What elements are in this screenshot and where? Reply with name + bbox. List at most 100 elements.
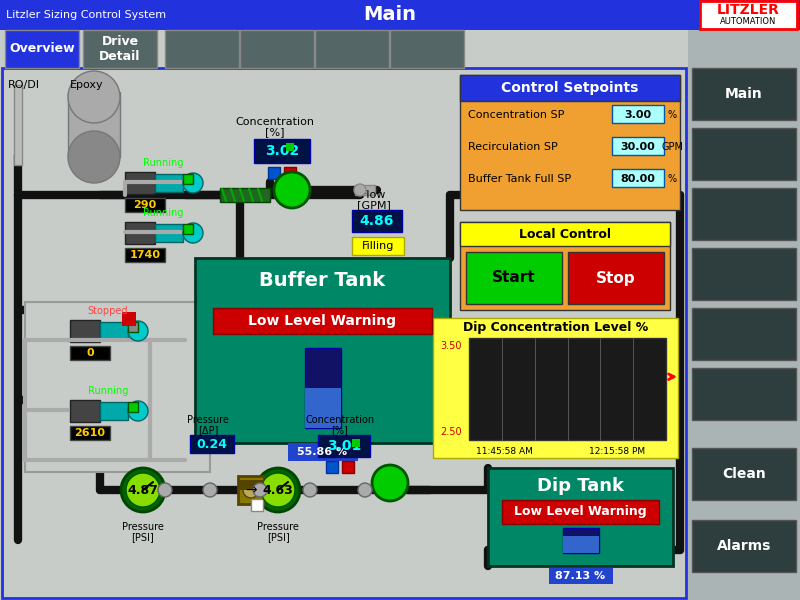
Circle shape: [121, 468, 165, 512]
Text: Main: Main: [725, 87, 763, 101]
Bar: [251, 499, 263, 511]
Bar: [238, 476, 264, 504]
Bar: [68, 92, 120, 157]
Circle shape: [261, 473, 295, 507]
Bar: [549, 568, 613, 584]
Text: RO/DI: RO/DI: [8, 80, 40, 90]
Bar: [254, 139, 310, 163]
Text: [PSI]: [PSI]: [266, 532, 290, 542]
Text: 30.00: 30.00: [621, 142, 655, 152]
Bar: [355, 185, 375, 195]
Text: 0: 0: [86, 348, 94, 358]
Bar: [568, 252, 664, 304]
Bar: [70, 320, 100, 342]
Bar: [14, 85, 22, 165]
Text: Main: Main: [363, 5, 417, 25]
Text: LITZLER: LITZLER: [717, 3, 779, 17]
Text: 4.63: 4.63: [262, 484, 294, 497]
Circle shape: [126, 473, 160, 507]
Text: AUTOMATION: AUTOMATION: [720, 17, 776, 26]
Text: Buffer Tank: Buffer Tank: [259, 271, 386, 289]
Circle shape: [354, 184, 366, 196]
Bar: [284, 167, 296, 179]
Text: Flow: Flow: [362, 190, 386, 200]
Bar: [195, 258, 450, 443]
Bar: [612, 169, 664, 187]
Bar: [352, 210, 402, 232]
Text: Concentration SP: Concentration SP: [468, 110, 564, 120]
Text: 3.50: 3.50: [440, 341, 462, 351]
Bar: [240, 30, 314, 68]
Bar: [305, 348, 341, 428]
Text: 4.86: 4.86: [360, 214, 394, 228]
Circle shape: [243, 482, 259, 498]
Bar: [692, 188, 796, 240]
Text: Running: Running: [88, 386, 128, 396]
Text: Dip Concentration Level %: Dip Concentration Level %: [463, 322, 648, 335]
Bar: [460, 75, 680, 101]
Text: Running: Running: [143, 158, 183, 168]
Text: 290: 290: [134, 200, 157, 210]
Bar: [70, 426, 110, 440]
Circle shape: [274, 172, 310, 208]
Bar: [5, 30, 79, 68]
Text: Stop: Stop: [596, 271, 636, 286]
Text: Concentration: Concentration: [306, 415, 374, 425]
Text: Local Control: Local Control: [519, 227, 611, 241]
Bar: [692, 248, 796, 300]
Bar: [342, 461, 354, 473]
Bar: [562, 528, 598, 553]
Text: 3.02: 3.02: [265, 144, 299, 158]
Bar: [0, 0, 800, 30]
Bar: [460, 222, 670, 246]
Text: Clean: Clean: [722, 467, 766, 481]
Bar: [305, 388, 341, 428]
Text: Drive
Detail: Drive Detail: [99, 35, 141, 63]
Text: Pressure: Pressure: [122, 522, 164, 532]
Text: Epoxy: Epoxy: [70, 80, 104, 90]
Text: Filling: Filling: [362, 241, 394, 251]
Bar: [128, 322, 138, 332]
Bar: [25, 302, 210, 472]
Bar: [122, 312, 136, 326]
Bar: [70, 400, 100, 422]
Circle shape: [358, 483, 372, 497]
Circle shape: [253, 483, 267, 497]
Bar: [488, 468, 673, 566]
Bar: [155, 174, 183, 192]
Bar: [692, 128, 796, 180]
Bar: [70, 346, 110, 360]
Circle shape: [183, 223, 203, 243]
Text: Concentration: Concentration: [235, 117, 314, 127]
Bar: [318, 435, 370, 457]
Bar: [125, 198, 165, 212]
Text: Buffer Tank Full SP: Buffer Tank Full SP: [468, 174, 571, 184]
Bar: [692, 68, 796, 120]
Text: [%]: [%]: [266, 127, 285, 137]
Text: GPM: GPM: [661, 142, 683, 152]
Text: Litzler Sizing Control System: Litzler Sizing Control System: [6, 10, 166, 20]
Text: 12:15:58 PM: 12:15:58 PM: [589, 448, 645, 457]
Bar: [562, 536, 598, 553]
Circle shape: [372, 465, 408, 501]
Bar: [315, 30, 389, 68]
Bar: [433, 318, 678, 458]
Bar: [460, 75, 680, 210]
Text: Alarms: Alarms: [717, 539, 771, 553]
Bar: [460, 222, 670, 310]
Text: 3.01: 3.01: [327, 439, 361, 453]
Text: Low Level Warning: Low Level Warning: [514, 505, 647, 518]
Bar: [125, 172, 155, 194]
Bar: [238, 480, 264, 490]
Bar: [692, 308, 796, 360]
Text: Dip Tank: Dip Tank: [537, 477, 624, 495]
Text: →: →: [245, 483, 257, 497]
Bar: [125, 248, 165, 262]
Bar: [220, 188, 270, 202]
Bar: [183, 174, 193, 184]
Text: 55.86 %: 55.86 %: [298, 447, 347, 457]
Text: Running: Running: [143, 208, 183, 218]
Text: Start: Start: [492, 271, 536, 286]
Text: %: %: [667, 110, 677, 120]
Text: 1740: 1740: [130, 250, 161, 260]
